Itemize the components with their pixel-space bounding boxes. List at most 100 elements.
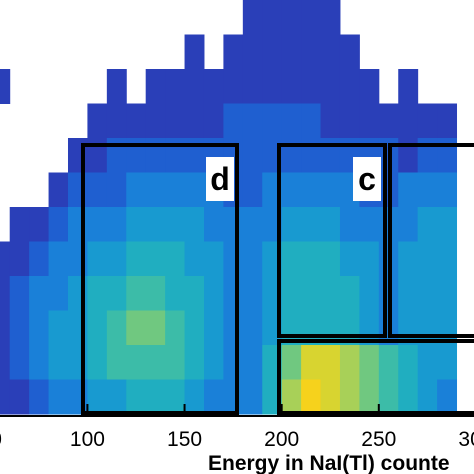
cell [417,207,438,242]
cell [165,345,186,380]
cell [417,276,438,311]
cell [398,276,419,311]
cell [437,345,458,380]
cell [437,172,458,208]
cell [203,345,224,380]
cell [262,0,283,35]
cell [320,345,341,380]
cell [242,172,263,208]
cell [417,379,438,415]
cell [87,241,108,277]
cell [9,276,30,311]
cell [165,276,186,311]
cell [281,172,302,208]
cell [145,310,166,346]
cell [339,379,360,415]
cell [320,379,341,415]
cell [145,241,166,277]
cell [437,276,458,311]
cell [145,172,166,208]
cell [339,207,360,242]
cell [48,310,69,346]
cell [339,345,360,380]
cell [184,310,205,346]
cell [398,345,419,380]
cell [87,310,108,346]
cell [223,241,244,277]
cell [417,103,438,139]
cell [242,207,263,242]
cell [126,276,147,311]
cell [242,0,263,35]
cell [242,276,263,311]
cell [184,207,205,242]
cell [145,103,166,139]
cell [359,103,380,139]
cell [301,207,322,242]
cell [301,379,322,415]
cell [184,241,205,277]
cell [106,241,127,277]
cell [48,276,69,311]
cell [417,345,438,380]
cell [242,103,263,139]
cell [242,379,263,415]
cell [339,241,360,277]
x-tick-label: 200 [264,428,299,451]
cell [203,310,224,346]
cell [281,103,302,139]
cell [223,345,244,380]
cell [320,276,341,311]
cell [165,241,186,277]
cell [359,207,380,242]
cell [281,69,302,104]
cell [203,379,224,415]
cell [184,103,205,139]
cell [242,34,263,70]
x-axis-label: Energy in NaI(Tl) counte [208,452,450,474]
cell [184,379,205,415]
cell [320,207,341,242]
cell [126,172,147,208]
cell [262,103,283,139]
cell [29,276,50,311]
cell [0,241,11,277]
cell [145,69,166,104]
cell [437,103,458,139]
cell [48,241,69,277]
cell [29,310,50,346]
cell [87,172,108,208]
cell [106,345,127,380]
cell [223,276,244,311]
cell [262,34,283,70]
box-d [81,143,239,415]
cell [417,172,438,208]
cell [242,241,263,277]
cell [0,379,11,415]
cell [339,276,360,311]
cell [165,103,186,139]
x-tick-label: 150 [167,428,202,451]
cell [29,241,50,277]
cell [184,276,205,311]
x-tick-label: 100 [70,428,105,451]
cell [301,241,322,277]
cell [223,103,244,139]
cell [359,276,380,311]
cell [301,0,322,35]
cell [126,207,147,242]
cell [203,241,224,277]
cell [242,138,263,173]
cell [48,172,69,208]
cell [320,69,341,104]
cell [301,172,322,208]
cell [242,69,263,104]
cell [320,0,341,35]
cell [87,207,108,242]
cell [126,379,147,415]
cell [106,172,127,208]
cell [9,345,30,380]
x-tick-label: 50 [0,428,2,451]
cell [0,345,11,380]
cell [301,345,322,380]
